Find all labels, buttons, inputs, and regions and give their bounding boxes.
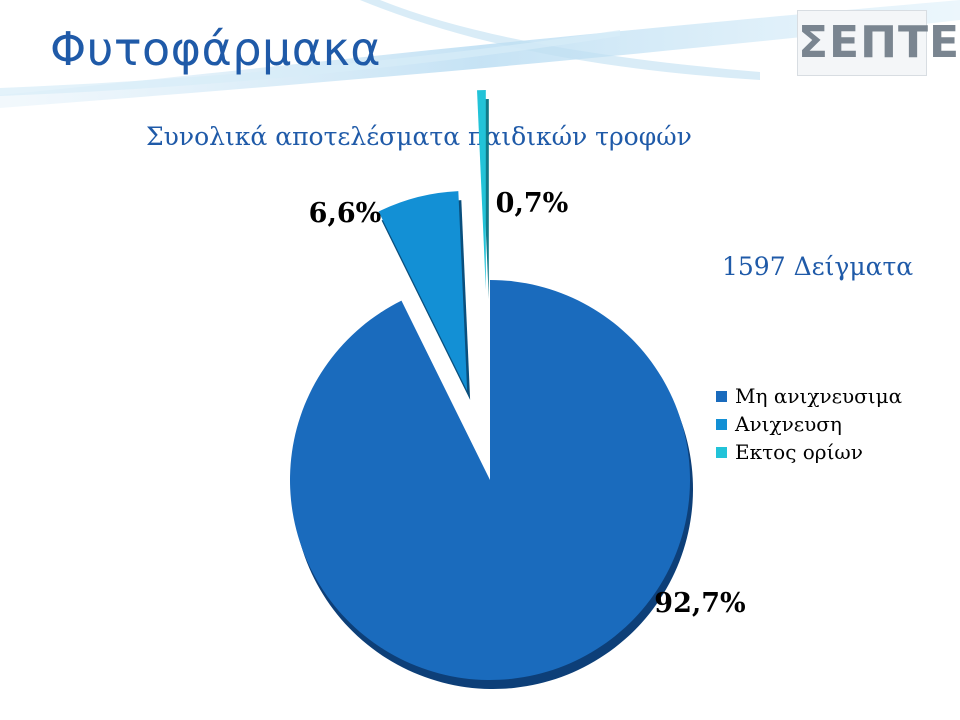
page-subtitle: Συνολικά αποτελέσματα παιδικών τροφών <box>146 122 692 151</box>
legend-item-slice-detected: Ανιχνευση <box>716 410 902 438</box>
data-label-slice-over-limit: 0,7% <box>496 188 569 219</box>
chart-legend: Μη ανιχνευσιμα Ανιχνευση Εκτος ορίων <box>716 382 902 466</box>
sample-count: 1597 Δείγματα <box>722 252 914 281</box>
legend-item-slice-over-limit: Εκτος ορίων <box>716 438 902 466</box>
legend-label: Ανιχνευση <box>735 412 842 436</box>
slice-over-limit <box>477 90 486 291</box>
legend-label: Εκτος ορίων <box>735 440 863 464</box>
slice-not-detected <box>289 280 690 681</box>
page-title: Φυτοφάρμακα <box>50 22 382 76</box>
legend-item-slice-not-detected: Μη ανιχνευσιμα <box>716 382 902 410</box>
legend-swatch <box>716 446 727 458</box>
data-label-slice-not-detected: 92,7% <box>654 588 745 619</box>
data-label-slice-detected: 6,6% <box>309 198 382 229</box>
legend-label: Μη ανιχνευσιμα <box>735 384 903 408</box>
legend-swatch <box>716 418 727 430</box>
slice-detected <box>378 191 468 391</box>
legend-swatch <box>716 390 727 402</box>
septe-logo: ΣΕΠΤΕ <box>797 10 959 76</box>
